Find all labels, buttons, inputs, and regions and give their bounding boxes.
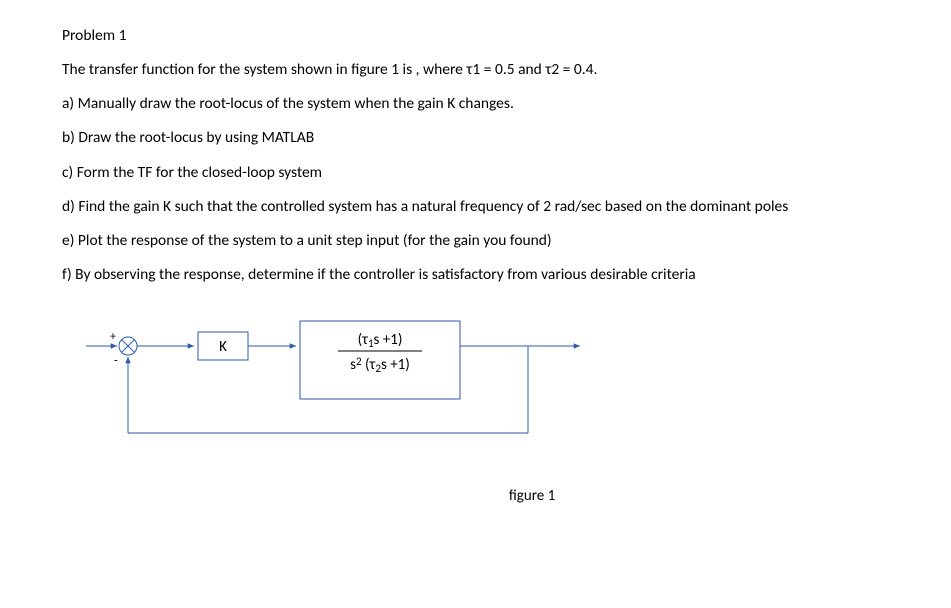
diagram-svg: + - K (τ1s +1) s2 (τ2s +1) (80, 313, 720, 483)
part-f: f) By observing the response, determine … (62, 265, 889, 285)
intro-text: The transfer function for the system sho… (62, 60, 889, 80)
svg-text:K: K (219, 338, 227, 356)
part-c: c) Form the TF for the closed-loop syste… (62, 163, 889, 183)
svg-text:+: + (110, 330, 116, 344)
svg-text:(τ1s +1): (τ1s +1) (358, 331, 403, 350)
part-d: d) Find the gain K such that the control… (62, 197, 889, 217)
figure-caption: figure 1 (212, 487, 852, 507)
svg-text:-: - (114, 354, 118, 368)
part-e: e) Plot the response of the system to a … (62, 231, 889, 251)
page: Problem 1 The transfer function for the … (0, 0, 951, 507)
part-b: b) Draw the root-locus by using MATLAB (62, 128, 889, 148)
block-diagram: + - K (τ1s +1) s2 (τ2s +1) (80, 313, 720, 483)
part-a: a) Manually draw the root-locus of the s… (62, 94, 889, 114)
problem-title: Problem 1 (62, 26, 889, 46)
svg-text:s2 (τ2s +1): s2 (τ2s +1) (350, 355, 410, 375)
